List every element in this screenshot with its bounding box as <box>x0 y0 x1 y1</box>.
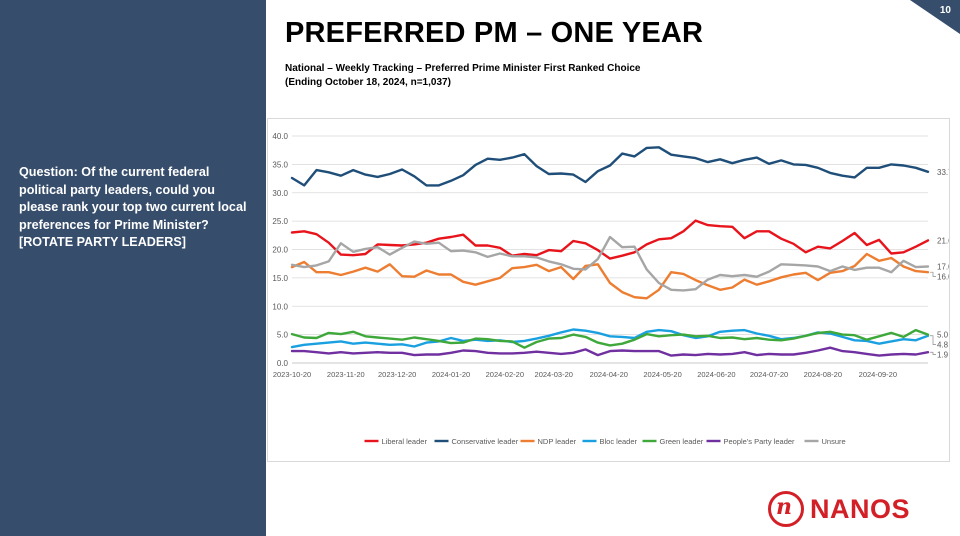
y-tick-label: 0.0 <box>277 359 289 368</box>
page-subtitle: National – Weekly Tracking – Preferred P… <box>285 62 641 90</box>
series-line <box>290 235 930 292</box>
series-end-label: 1.9 <box>937 351 949 360</box>
y-tick-label: 40.0 <box>272 132 288 141</box>
page-title: PREFERRED PM – ONE YEAR <box>285 17 704 49</box>
x-tick-label: 2024-04-20 <box>590 370 628 379</box>
page-number: 10 <box>939 5 951 16</box>
end-label-leader <box>930 271 936 277</box>
page-corner-tab <box>910 0 960 34</box>
legend-item-label: Liberal leader <box>382 437 428 446</box>
x-tick-label: 2023-10-20 <box>273 370 311 379</box>
legend-item-label: People's Party leader <box>724 437 796 446</box>
logo-n-mark: n <box>776 494 792 520</box>
legend-item-label: Conservative leader <box>452 437 519 446</box>
legend-item-label: Green leader <box>660 437 704 446</box>
line-chart: 0.0 5.0 10.0 15.0 20.0 25.0 30.0 35.0 40.0 2023-1… <box>272 132 949 446</box>
subtitle-line-1: National – Weekly Tracking – Preferred P… <box>285 63 641 74</box>
y-tick-label: 20.0 <box>272 246 288 255</box>
series-end-label: 17.0 <box>937 263 949 272</box>
legend-item-label: Unsure <box>822 437 846 446</box>
x-tick-label: 2024-09-20 <box>859 370 897 379</box>
x-tick-label: 2024-05-20 <box>643 370 681 379</box>
x-tick-label: 2024-02-20 <box>486 370 524 379</box>
logo-circle-icon <box>768 491 804 527</box>
sidebar-panel: Question: Of the current federal politic… <box>0 0 266 536</box>
logo-text: NANOS <box>810 494 911 524</box>
x-tick-label: 2023-11-20 <box>327 370 365 379</box>
series-line <box>290 146 930 187</box>
y-tick-label: 15.0 <box>272 274 288 283</box>
series-line <box>290 328 930 349</box>
end-label-leader <box>930 335 936 345</box>
y-tick-label: 35.0 <box>272 160 288 169</box>
series-line <box>290 346 930 357</box>
series-end-label: 33.7 <box>937 168 949 177</box>
subtitle-line-2: (Ending October 18, 2024, n=1,037) <box>285 77 451 88</box>
series-line <box>290 219 930 260</box>
end-label-leader <box>930 351 936 355</box>
x-tick-label: 2024-03-20 <box>535 370 573 379</box>
legend-item-label: Bloc leader <box>600 437 638 446</box>
y-tick-label: 30.0 <box>272 189 288 198</box>
x-tick-label: 2023-12-20 <box>378 370 416 379</box>
chart-container: 0.0 5.0 10.0 15.0 20.0 25.0 30.0 35.0 40.0 2023-1… <box>267 118 950 462</box>
x-tick-label: 2024-06-20 <box>697 370 735 379</box>
series-end-label: 5.0 <box>937 331 949 340</box>
series-line <box>290 252 930 300</box>
x-tick-label: 2024-08-20 <box>804 370 842 379</box>
x-tick-label: 2024-07-20 <box>750 370 788 379</box>
question-text: Question: Of the current federal politic… <box>19 165 247 249</box>
series-end-label: 21.6 <box>937 236 949 245</box>
legend-item-label: NDP leader <box>538 437 577 446</box>
series-end-label: 16.0 <box>937 273 949 282</box>
y-tick-label: 25.0 <box>272 217 288 226</box>
y-tick-label: 10.0 <box>272 302 288 311</box>
x-tick-label: 2024-01-20 <box>432 370 470 379</box>
nanos-logo: n NANOS <box>768 491 911 531</box>
series-end-label: 4.8 <box>937 341 949 350</box>
y-tick-label: 5.0 <box>277 331 289 340</box>
